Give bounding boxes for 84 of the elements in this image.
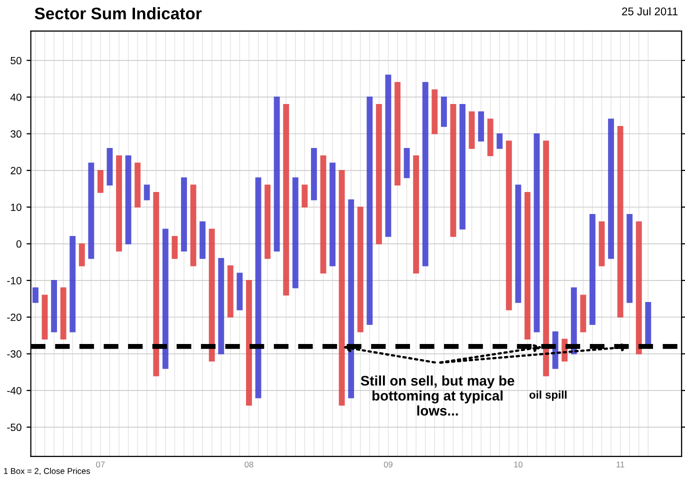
bar bbox=[357, 206, 364, 332]
bar bbox=[589, 214, 596, 325]
x-tick-label: 09 bbox=[384, 462, 392, 468]
y-tick-label: 10 bbox=[11, 204, 22, 211]
bar bbox=[208, 228, 215, 362]
y-tick-label: 30 bbox=[10, 130, 22, 138]
bar bbox=[450, 104, 456, 237]
bar bbox=[227, 265, 234, 318]
bar bbox=[460, 104, 466, 230]
bar bbox=[422, 82, 428, 266]
bar bbox=[598, 221, 605, 266]
bar bbox=[487, 118, 494, 156]
bar bbox=[60, 287, 66, 340]
bar bbox=[636, 221, 642, 354]
y-tick-label: -50 bbox=[7, 424, 22, 432]
bar bbox=[626, 214, 633, 303]
bar bbox=[172, 236, 178, 259]
bar bbox=[404, 148, 410, 178]
y-tick-label: 0 bbox=[16, 240, 22, 248]
x-tick-label: 07 bbox=[96, 462, 105, 468]
bar bbox=[283, 104, 290, 296]
bar bbox=[468, 111, 475, 149]
bar bbox=[200, 221, 206, 259]
bar bbox=[246, 280, 252, 406]
bar bbox=[274, 96, 280, 252]
bar bbox=[51, 280, 58, 332]
bar bbox=[264, 184, 271, 259]
bar bbox=[478, 111, 484, 142]
bar bbox=[106, 148, 113, 186]
chart-subtitle: 25 Jul 2011 bbox=[622, 7, 678, 16]
bar bbox=[524, 192, 530, 340]
bar bbox=[394, 82, 400, 186]
bar bbox=[366, 96, 373, 325]
bar bbox=[543, 140, 550, 376]
bar bbox=[617, 126, 624, 318]
bar bbox=[88, 162, 94, 259]
annotation: Still on sell, but may be bottoming at typical lows... bbox=[360, 375, 514, 416]
bar bbox=[302, 184, 308, 208]
bar bbox=[515, 184, 522, 303]
bar bbox=[42, 294, 48, 340]
bar bbox=[432, 89, 438, 134]
bar bbox=[338, 170, 345, 406]
bar bbox=[534, 133, 540, 332]
bar bbox=[320, 155, 326, 274]
y-tick-label: -40 bbox=[7, 386, 22, 394]
bar bbox=[376, 104, 382, 244]
y-tick-label: -20 bbox=[7, 314, 22, 322]
bar bbox=[218, 258, 224, 354]
bar bbox=[190, 184, 196, 266]
bar bbox=[134, 162, 141, 208]
bar bbox=[496, 133, 503, 149]
y-tick-label: 40 bbox=[10, 94, 22, 101]
bar bbox=[413, 155, 420, 274]
bar bbox=[570, 287, 577, 354]
y-tick-label: -30 bbox=[7, 350, 22, 358]
bar bbox=[78, 243, 85, 266]
bar bbox=[97, 170, 104, 193]
bar bbox=[580, 294, 586, 332]
bar bbox=[125, 155, 132, 244]
bar bbox=[506, 140, 512, 310]
bar bbox=[310, 148, 317, 200]
text: 1 Box = 2, Close Prices bbox=[4, 468, 90, 475]
bar bbox=[153, 192, 160, 376]
annotation: oil spill bbox=[529, 390, 567, 401]
bar bbox=[32, 287, 38, 303]
bar bbox=[116, 155, 122, 252]
bar bbox=[330, 162, 336, 266]
bar bbox=[608, 118, 614, 259]
x-tick-label: 08 bbox=[244, 462, 254, 468]
bar bbox=[236, 272, 243, 310]
x-tick-label: 10 bbox=[514, 462, 522, 468]
y-tick-label: 20 bbox=[10, 166, 22, 174]
bar bbox=[181, 177, 187, 252]
bar bbox=[385, 74, 392, 237]
x-tick-label: 11 bbox=[616, 462, 624, 468]
bar bbox=[292, 177, 298, 288]
bar bbox=[255, 177, 262, 398]
y-tick-label: -10 bbox=[7, 276, 22, 284]
bar bbox=[144, 184, 150, 200]
y-tick-label: 50 bbox=[10, 56, 22, 64]
bar bbox=[70, 236, 76, 332]
bar bbox=[162, 228, 168, 369]
chart-title: Sector Sum Indicator bbox=[34, 7, 202, 20]
bar bbox=[440, 96, 447, 127]
